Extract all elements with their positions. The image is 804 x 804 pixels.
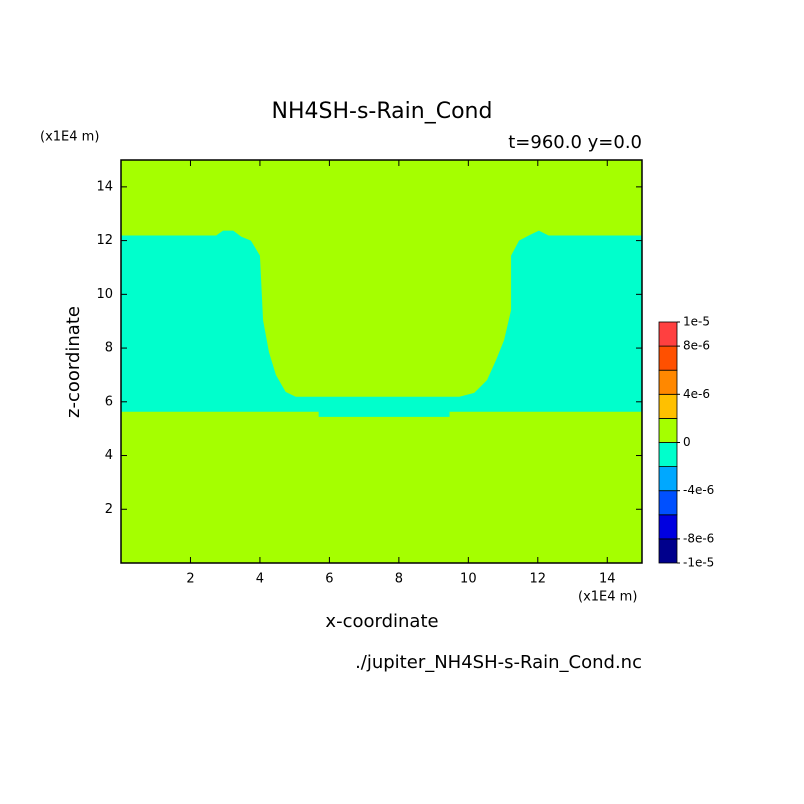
colorbar-segment — [658, 514, 678, 540]
colorbar-segment — [658, 538, 678, 564]
y-tick-label: 6 — [105, 394, 113, 409]
x-tick-label: 12 — [530, 572, 547, 587]
colorbar-label: -1e-5 — [683, 556, 714, 570]
x-tick-label: 4 — [256, 572, 264, 587]
x-tick-label: 8 — [395, 572, 403, 587]
y-unit: (x1E4 m) — [40, 130, 99, 145]
x-tick-label: 14 — [599, 572, 616, 587]
footer: ./jupiter_NH4SH-s-Rain_Cond.nc — [355, 652, 642, 673]
y-axis-label: z-coordinate — [63, 306, 84, 418]
colorbar-label: 1e-5 — [683, 315, 710, 329]
contour-region — [121, 230, 642, 417]
colorbar-segment — [658, 321, 678, 347]
x-tick-label: 10 — [460, 572, 477, 587]
colorbar-label: 0 — [683, 435, 691, 449]
y-tick-label: 2 — [105, 502, 113, 517]
y-tick-label: 12 — [96, 233, 113, 248]
x-unit: (x1E4 m) — [578, 590, 637, 605]
x-axis-label: x-coordinate — [325, 611, 438, 632]
chart-title: NH4SH-s-Rain_Cond — [272, 99, 493, 124]
y-tick-label: 4 — [105, 448, 113, 463]
colorbar-segment — [658, 393, 678, 419]
x-tick-label: 6 — [325, 572, 333, 587]
colorbar-label: -8e-6 — [683, 531, 714, 545]
colorbar-segment — [658, 369, 678, 395]
colorbar-label: 4e-6 — [683, 387, 710, 401]
y-tick-label: 14 — [96, 179, 113, 194]
colorbar-segment — [658, 417, 678, 443]
colorbar-segment — [658, 466, 678, 492]
colorbar-label: 8e-6 — [683, 339, 710, 353]
x-tick-label: 2 — [186, 572, 194, 587]
y-tick-label: 10 — [96, 287, 113, 302]
colorbar-segment — [658, 442, 678, 468]
plot-frame — [120, 159, 643, 564]
colorbar-segment — [658, 345, 678, 371]
colorbar-segment — [658, 490, 678, 516]
colorbar-label: -4e-6 — [683, 483, 714, 497]
chart-subtitle: t=960.0 y=0.0 — [508, 132, 642, 153]
y-tick-label: 8 — [105, 341, 113, 356]
